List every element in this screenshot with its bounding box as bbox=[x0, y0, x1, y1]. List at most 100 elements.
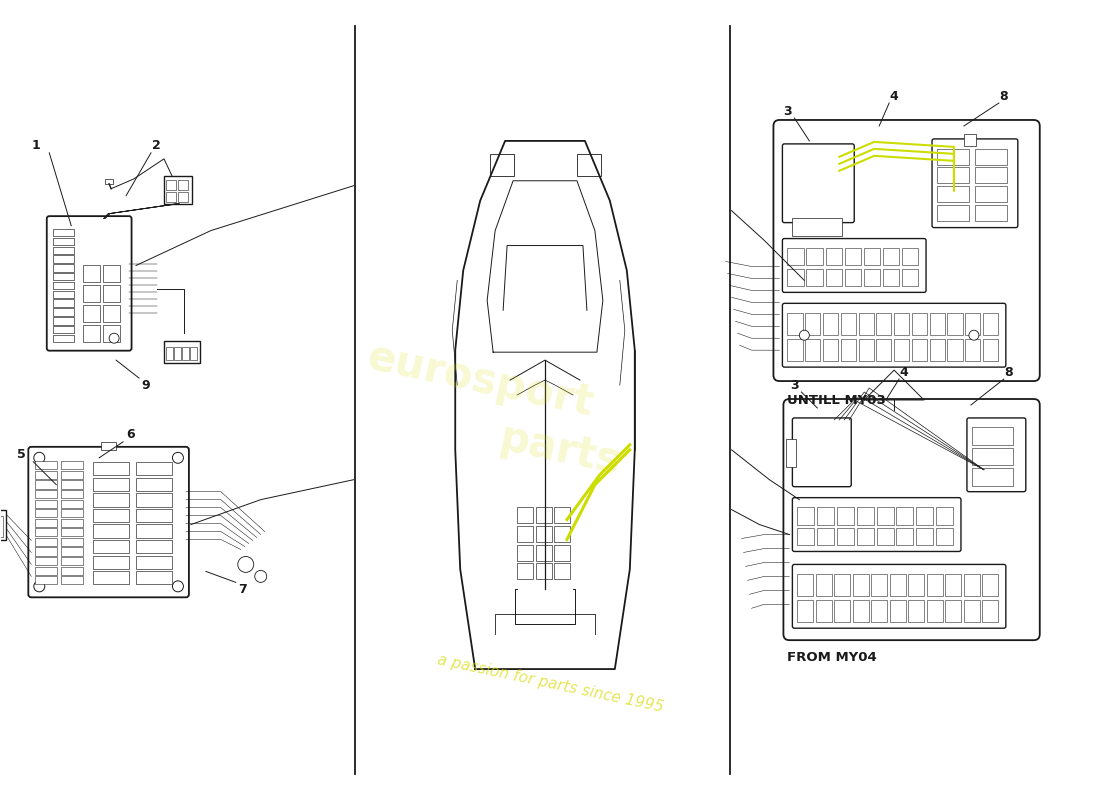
Bar bbox=[536, 526, 551, 542]
Bar bbox=[517, 563, 532, 579]
Text: FROM MY04: FROM MY04 bbox=[788, 650, 877, 664]
Bar bbox=[864, 248, 880, 266]
Bar bbox=[35, 509, 57, 518]
Bar bbox=[0, 510, 7, 539]
Bar bbox=[975, 149, 1008, 165]
Bar bbox=[166, 346, 173, 360]
Circle shape bbox=[238, 557, 254, 572]
Bar bbox=[947, 314, 962, 335]
Bar bbox=[835, 600, 850, 622]
Bar bbox=[166, 191, 176, 202]
Bar bbox=[798, 506, 814, 525]
Bar bbox=[837, 506, 854, 525]
Bar bbox=[937, 186, 969, 202]
Bar bbox=[53, 246, 75, 254]
Bar bbox=[930, 339, 945, 361]
Bar bbox=[536, 563, 551, 579]
Bar bbox=[94, 478, 129, 491]
Bar bbox=[135, 540, 172, 554]
Bar bbox=[936, 506, 953, 525]
Bar bbox=[916, 506, 933, 525]
Bar bbox=[817, 528, 834, 546]
Bar bbox=[84, 266, 100, 282]
Bar bbox=[877, 339, 891, 361]
Bar bbox=[94, 494, 129, 506]
Bar bbox=[94, 509, 129, 522]
Bar bbox=[788, 314, 803, 335]
FancyBboxPatch shape bbox=[773, 120, 1040, 381]
Bar bbox=[53, 334, 75, 342]
Bar bbox=[966, 314, 980, 335]
Bar bbox=[135, 571, 172, 584]
Bar bbox=[178, 191, 188, 202]
Bar bbox=[835, 574, 850, 596]
Text: 8: 8 bbox=[1004, 366, 1013, 378]
Bar bbox=[53, 273, 75, 281]
Bar bbox=[62, 509, 84, 518]
Bar bbox=[975, 205, 1008, 221]
Bar bbox=[84, 306, 100, 322]
Text: 3: 3 bbox=[783, 105, 792, 118]
Bar bbox=[877, 528, 893, 546]
Bar bbox=[937, 167, 969, 183]
Bar bbox=[982, 574, 998, 596]
Bar bbox=[902, 248, 918, 266]
Text: 6: 6 bbox=[126, 428, 135, 442]
Bar bbox=[805, 314, 821, 335]
Bar bbox=[62, 576, 84, 584]
Bar bbox=[62, 538, 84, 546]
Circle shape bbox=[800, 330, 810, 340]
Text: 4: 4 bbox=[900, 366, 909, 378]
Bar bbox=[852, 600, 869, 622]
Bar bbox=[103, 326, 120, 342]
Bar bbox=[877, 506, 893, 525]
Bar bbox=[164, 342, 200, 363]
Bar bbox=[53, 264, 75, 272]
Circle shape bbox=[969, 330, 979, 340]
Bar bbox=[947, 339, 962, 361]
Text: 3: 3 bbox=[790, 378, 799, 391]
Bar bbox=[135, 462, 172, 475]
Bar bbox=[817, 506, 834, 525]
Bar bbox=[536, 545, 551, 561]
Bar bbox=[554, 563, 570, 579]
Bar bbox=[916, 528, 933, 546]
Bar bbox=[936, 528, 953, 546]
Bar bbox=[35, 518, 57, 527]
Bar bbox=[576, 154, 601, 176]
Bar bbox=[871, 600, 887, 622]
Circle shape bbox=[34, 581, 45, 592]
Bar bbox=[894, 314, 910, 335]
Bar bbox=[792, 218, 843, 235]
Bar bbox=[35, 538, 57, 546]
Bar bbox=[945, 574, 961, 596]
Bar bbox=[826, 248, 842, 266]
Bar bbox=[857, 506, 873, 525]
Bar bbox=[871, 574, 887, 596]
Bar bbox=[554, 526, 570, 542]
Bar bbox=[806, 248, 823, 266]
Bar bbox=[972, 468, 1013, 486]
Bar bbox=[62, 471, 84, 479]
Bar bbox=[798, 528, 814, 546]
Bar bbox=[53, 299, 75, 307]
Circle shape bbox=[255, 570, 266, 582]
FancyBboxPatch shape bbox=[782, 303, 1005, 367]
Bar bbox=[517, 526, 532, 542]
Bar bbox=[840, 314, 856, 335]
Bar bbox=[883, 248, 899, 266]
Bar bbox=[53, 290, 75, 298]
Bar bbox=[972, 448, 1013, 465]
Text: eurosport: eurosport bbox=[363, 335, 597, 425]
Text: 5: 5 bbox=[16, 448, 25, 462]
FancyBboxPatch shape bbox=[967, 418, 1026, 492]
Bar bbox=[35, 557, 57, 565]
Bar bbox=[927, 600, 943, 622]
Bar bbox=[178, 179, 188, 190]
Bar bbox=[945, 600, 961, 622]
Bar bbox=[53, 317, 75, 325]
Bar bbox=[103, 266, 120, 282]
Bar bbox=[53, 229, 75, 237]
Bar bbox=[554, 545, 570, 561]
Bar bbox=[788, 248, 804, 266]
